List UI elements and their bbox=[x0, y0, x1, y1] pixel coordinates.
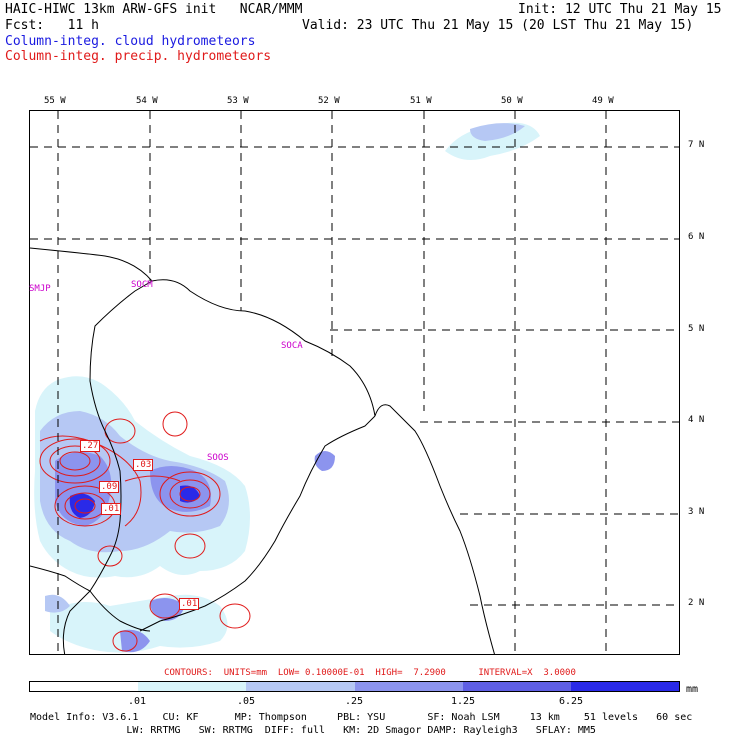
lon-label-54w: 54 W bbox=[136, 96, 158, 106]
station-soca: SOCA bbox=[281, 341, 303, 351]
lat-label-4n: 4 N bbox=[688, 415, 705, 425]
lon-label-53w: 53 W bbox=[227, 96, 249, 106]
station-socm: SOCM bbox=[131, 280, 153, 290]
colorbar-value: 6.25 bbox=[558, 696, 584, 707]
model-info-line1: Model Info: V3.6.1 CU: KF MP: Thompson P… bbox=[30, 712, 693, 723]
map-svg bbox=[30, 111, 679, 654]
model-info-line2: LW: RRTMG SW: RRTMG DIFF: full KM: 2D Sm… bbox=[30, 725, 596, 736]
cloud-patch-coast bbox=[314, 451, 335, 471]
colorbar-segment bbox=[138, 682, 247, 691]
contour-info: CONTOURS: UNITS=mm LOW= 0.10000E-01 HIGH… bbox=[164, 668, 576, 678]
colorbar bbox=[29, 681, 680, 692]
cloud-region-strong bbox=[55, 452, 112, 526]
coastline bbox=[30, 247, 495, 654]
lon-label-51w: 51 W bbox=[410, 96, 432, 106]
colorbar-segment bbox=[354, 682, 463, 691]
station-smjp: SMJP bbox=[29, 284, 51, 294]
cloud-patch-south-low bbox=[120, 629, 150, 653]
lon-label-50w: 50 W bbox=[501, 96, 523, 106]
northern-boundary bbox=[30, 247, 495, 654]
contour-label: .09 bbox=[99, 481, 120, 493]
colorbar-segment bbox=[570, 682, 680, 691]
colorbar-unit: mm bbox=[686, 684, 699, 695]
map-title: HAIC-HIWC 13km ARW-GFS init NCAR/MMM bbox=[5, 2, 303, 17]
border-east bbox=[139, 415, 376, 632]
lat-label-6n: 6 N bbox=[688, 232, 705, 242]
lat-label-5n: 5 N bbox=[688, 324, 705, 334]
valid-time: Valid: 23 UTC Thu 21 May 15 (20 LST Thu … bbox=[302, 18, 694, 33]
colorbar-value: .05 bbox=[236, 696, 256, 707]
lon-label-49w: 49 W bbox=[592, 96, 614, 106]
inner-boundary bbox=[89, 280, 153, 632]
colorbar-value: .25 bbox=[344, 696, 364, 707]
cloud-shading bbox=[34, 122, 540, 653]
legend-precip: Column-integ. precip. hydrometeors bbox=[5, 49, 272, 64]
init-time: Init: 12 UTC Thu 21 May 15 bbox=[518, 2, 722, 17]
colorbar-segment bbox=[462, 682, 571, 691]
south-line bbox=[62, 590, 91, 654]
colorbar-segment bbox=[30, 682, 139, 691]
lat-label-7n: 7 N bbox=[688, 140, 705, 150]
colorbar-value: .01 bbox=[127, 696, 147, 707]
station-soos: SOOS bbox=[207, 453, 229, 463]
cloud-core-2 bbox=[180, 485, 200, 503]
forecast-hour: Fcst: 11 h bbox=[5, 18, 99, 33]
sw-boundary bbox=[30, 565, 91, 592]
cloud-patch-south-mid bbox=[150, 597, 185, 621]
lon-label-55w: 55 W bbox=[44, 96, 66, 106]
contour-label: .01 bbox=[101, 503, 122, 515]
lat-lon-grid bbox=[30, 111, 679, 654]
contour-label: .27 bbox=[80, 440, 101, 452]
contour-label: .03 bbox=[133, 459, 154, 471]
lon-label-52w: 52 W bbox=[318, 96, 340, 106]
colorbar-value: 1.25 bbox=[450, 696, 476, 707]
lat-label-2n: 2 N bbox=[688, 598, 705, 608]
colorbar-segment bbox=[246, 682, 355, 691]
contour-label: .01 bbox=[179, 598, 200, 610]
map-panel bbox=[29, 110, 680, 655]
legend-cloud: Column-integ. cloud hydrometeors bbox=[5, 34, 256, 49]
lat-label-3n: 3 N bbox=[688, 507, 705, 517]
cloud-patch-ne-inner bbox=[470, 123, 525, 141]
